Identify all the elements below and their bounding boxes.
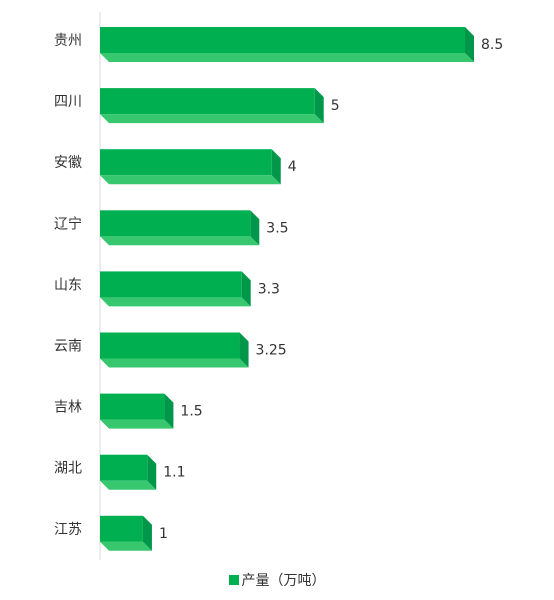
data-label: 3.5 <box>266 220 288 236</box>
data-label: 1.1 <box>163 465 185 481</box>
data-label: 3.3 <box>258 281 280 297</box>
category-label: 贵州 <box>54 33 82 49</box>
bar <box>100 332 240 359</box>
category-label: 安徽 <box>54 155 82 171</box>
bar-bottom-face <box>100 480 157 490</box>
bar <box>100 210 251 237</box>
category-label: 吉林 <box>54 400 82 416</box>
bar-side-face <box>142 515 152 551</box>
bar-side-face <box>147 454 157 490</box>
bar-bottom-face <box>100 236 260 246</box>
category-label: 云南 <box>54 339 82 355</box>
bar-side-face <box>314 88 324 124</box>
bar <box>100 27 465 53</box>
data-label: 8.5 <box>481 37 503 53</box>
bar-side-face <box>465 27 474 62</box>
bar <box>100 149 272 176</box>
bar-bottom-face <box>100 114 324 124</box>
category-label: 湖北 <box>54 461 82 477</box>
data-label: 1.5 <box>180 404 202 420</box>
bar-bottom-face <box>100 175 281 185</box>
bar-side-face <box>239 332 249 368</box>
category-label: 辽宁 <box>54 215 82 232</box>
bar-side-face <box>271 149 281 185</box>
data-label: 4 <box>288 159 297 175</box>
bar-side-face <box>250 210 260 246</box>
data-label: 3.25 <box>256 343 287 359</box>
bar <box>100 271 242 298</box>
bar <box>100 515 143 542</box>
bar <box>100 88 315 115</box>
bar-bottom-face <box>100 53 474 62</box>
bar <box>100 393 165 420</box>
bar-side-face <box>241 271 251 307</box>
legend-swatch <box>228 575 239 585</box>
data-label: 5 <box>331 98 340 114</box>
bar-bottom-face <box>100 297 251 307</box>
bar-bottom-face <box>100 541 152 551</box>
data-label: 1 <box>159 526 168 542</box>
bar-bottom-face <box>100 358 249 368</box>
bar <box>100 454 148 481</box>
category-label: 山东 <box>54 277 82 293</box>
bar-side-face <box>164 393 174 429</box>
category-label: 四川 <box>54 94 82 110</box>
bar-bottom-face <box>100 419 174 429</box>
legend: 产量（万吨） <box>0 570 554 590</box>
legend-label: 产量（万吨） <box>241 573 326 589</box>
category-label: 江苏 <box>54 522 82 538</box>
